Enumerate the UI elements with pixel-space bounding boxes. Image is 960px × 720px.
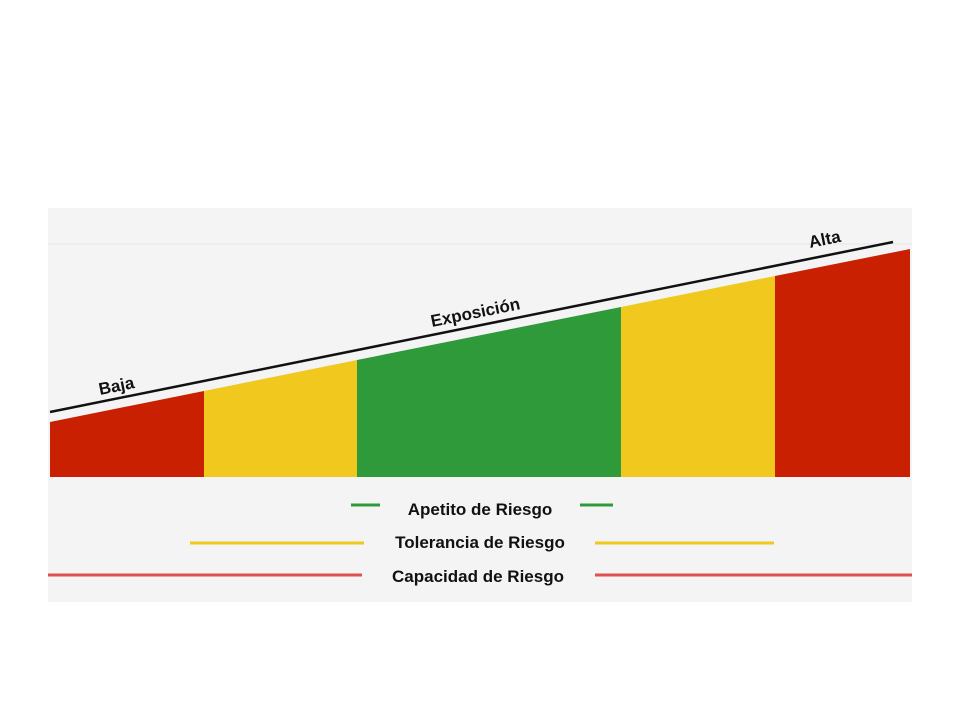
zone-capacity-left xyxy=(50,391,204,477)
zone-tolerance-right xyxy=(621,276,775,477)
zone-appetite xyxy=(357,307,621,477)
legend-capacity-label: Capacidad de Riesgo xyxy=(392,567,564,586)
legend-appetite-label: Apetito de Riesgo xyxy=(408,500,553,519)
exposure-line xyxy=(49,240,894,414)
legend-tolerance-label: Tolerancia de Riesgo xyxy=(395,533,565,552)
zone-tolerance-left xyxy=(204,360,357,477)
zone-capacity-right xyxy=(775,249,910,477)
